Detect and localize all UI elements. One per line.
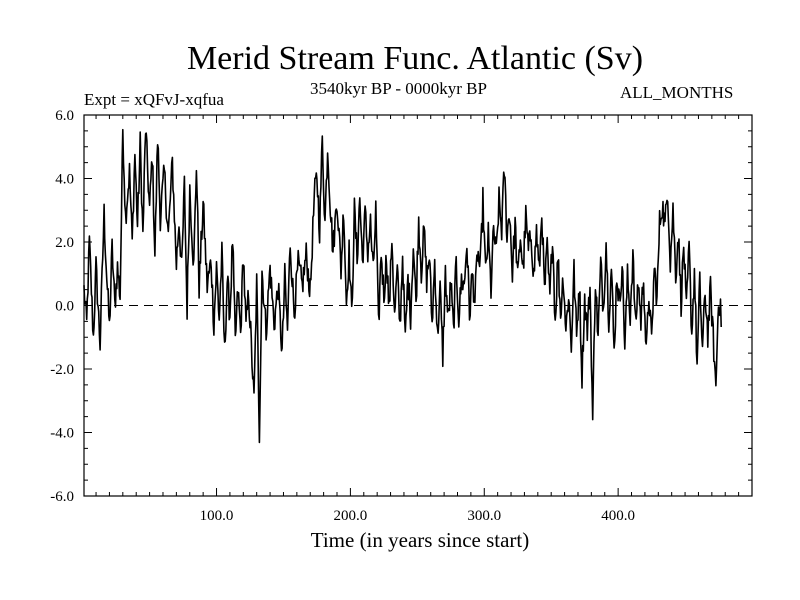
y-tick-label: -2.0 <box>50 362 74 378</box>
y-tick-label: 0.0 <box>55 299 74 315</box>
series-line <box>83 128 722 444</box>
experiment-label: Expt = xQFvJ-xqfua <box>84 90 224 109</box>
x-tick-label: 200.0 <box>334 508 368 524</box>
y-tick-label: 6.0 <box>55 108 74 124</box>
period-label: 3540kyr BP - 0000kyr BP <box>310 79 487 98</box>
x-tick-label: 300.0 <box>467 508 501 524</box>
chart-title: Merid Stream Func. Atlantic (Sv) <box>186 40 644 77</box>
y-tick-label: -6.0 <box>50 489 74 505</box>
x-tick-label: 100.0 <box>200 508 234 524</box>
x-tick-label: 400.0 <box>601 508 635 524</box>
x-axis-label: Time (in years since start) <box>310 528 530 552</box>
y-tick-label: 2.0 <box>55 235 74 251</box>
tick-labels: -6.0 -4.0 -2.0 0.0 2.0 4.0 6.0 100.0 200.0 300.0 4… <box>50 108 635 524</box>
y-tick-label: 4.0 <box>55 172 74 188</box>
plot-frame <box>83 114 753 497</box>
y-tick-label: -4.0 <box>50 426 74 442</box>
months-label: ALL_MONTHS <box>620 83 734 102</box>
